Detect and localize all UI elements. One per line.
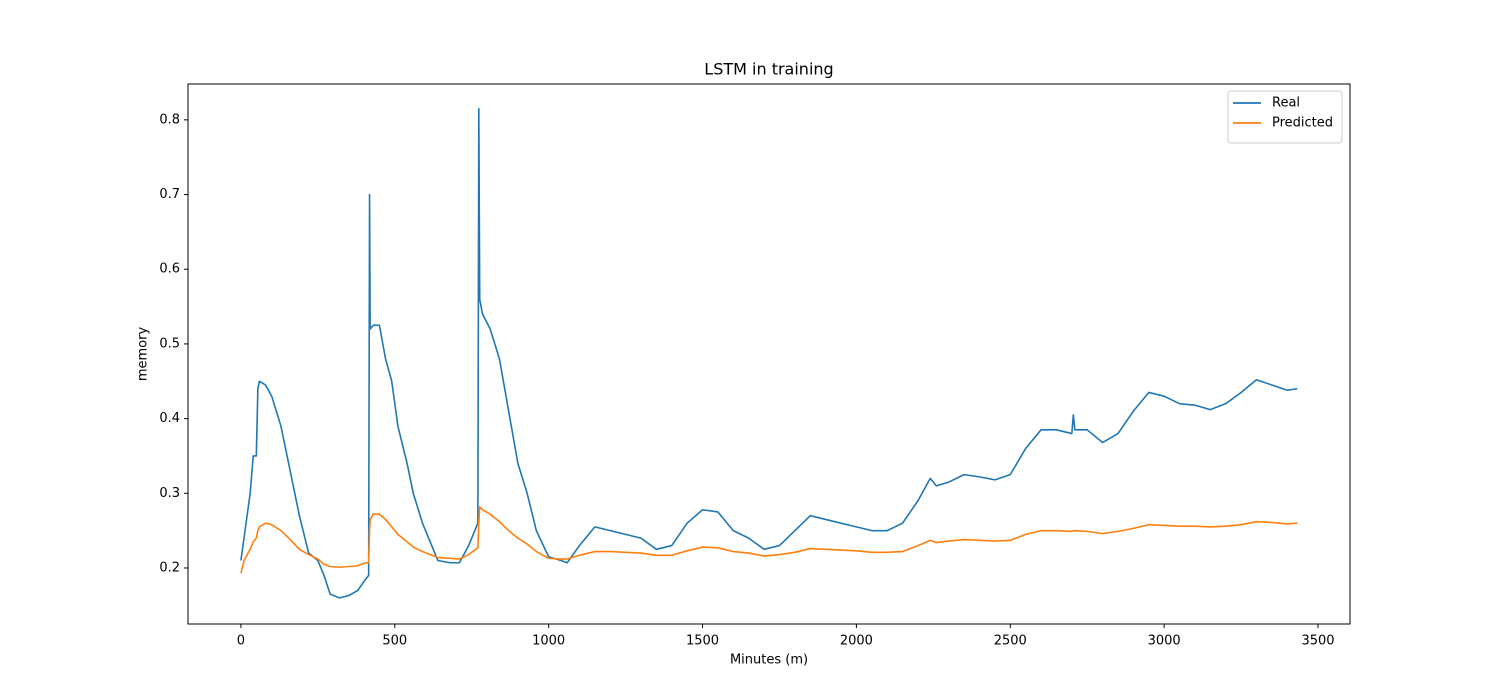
line-series — [240, 505, 1298, 574]
legend-label: Predicted — [1272, 116, 1333, 131]
x-tick-label: 3000 — [1148, 634, 1181, 649]
chart-title: LSTM in training — [704, 60, 833, 79]
x-tick-label: 2500 — [994, 634, 1027, 649]
x-axis-label: Minutes (m) — [730, 653, 808, 668]
y-tick-label: 0.6 — [159, 262, 180, 277]
y-tick-label: 0.4 — [159, 411, 180, 426]
y-tick-label: 0.2 — [159, 560, 180, 575]
y-tick-label: 0.5 — [159, 336, 180, 351]
line-series — [240, 107, 1298, 599]
x-tick-label: 0 — [237, 634, 245, 649]
y-tick-label: 0.7 — [159, 187, 180, 202]
legend-label: Real — [1272, 96, 1300, 111]
x-tick-label: 2000 — [840, 634, 873, 649]
y-axis-label: memory — [136, 327, 151, 382]
plot-frame — [187, 83, 1351, 625]
x-tick-label: 3500 — [1301, 634, 1334, 649]
y-tick-label: 0.3 — [159, 486, 180, 501]
legend-box — [1227, 90, 1343, 144]
x-tick-label: 1500 — [686, 634, 719, 649]
x-tick-label: 500 — [382, 634, 407, 649]
y-tick-label: 0.8 — [159, 112, 180, 127]
x-tick-label: 1000 — [532, 634, 565, 649]
